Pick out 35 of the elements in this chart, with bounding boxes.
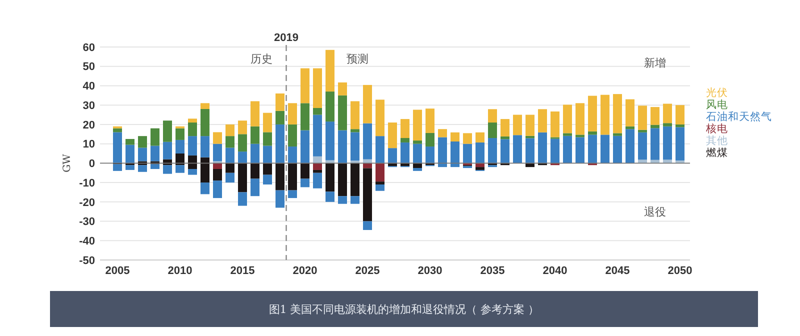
text: 风电 xyxy=(706,98,728,111)
y-tick-label: -10 xyxy=(79,177,95,190)
x-tick-label: 2005 xyxy=(105,265,130,277)
x-tick-label: 2050 xyxy=(668,265,692,277)
y-tick-label: -30 xyxy=(79,216,95,228)
x-tick-label: 2040 xyxy=(542,265,568,277)
x-tick-label: 2020 xyxy=(292,265,318,277)
annotation: 退役 xyxy=(644,205,666,218)
x-tick-label: 2035 xyxy=(480,265,505,277)
y-tick-label: -50 xyxy=(79,254,95,267)
annotation: 预测 xyxy=(346,52,368,66)
x-tick-label: 2010 xyxy=(168,265,192,277)
y-tick-label: 20 xyxy=(82,119,95,132)
y-axis-title: GW xyxy=(62,153,73,172)
y-tick-label: 40 xyxy=(82,80,95,93)
y-tick-label: 10 xyxy=(82,138,95,151)
ref-line-label: 2019 xyxy=(274,32,298,44)
text: 图1 美国不同电源装机的增加和退役情况（ 参考方案 ） xyxy=(268,303,540,316)
text: 其他 xyxy=(706,134,728,147)
y-tick-label: -20 xyxy=(79,196,95,209)
text: 光伏 xyxy=(706,86,728,99)
text: 石油和天然气 xyxy=(706,110,772,123)
x-tick-label: 2015 xyxy=(230,265,255,277)
annotation: 历史 xyxy=(250,52,272,66)
x-tick-label: 2025 xyxy=(355,265,380,277)
text: 燃煤 xyxy=(706,147,728,159)
y-tick-label: 50 xyxy=(82,61,95,74)
x-tick-label: 2045 xyxy=(605,265,630,277)
text: 核电 xyxy=(705,122,728,135)
y-tick-label: 60 xyxy=(82,42,95,54)
annotation: 新增 xyxy=(644,56,666,70)
x-tick-label: 2030 xyxy=(418,265,442,277)
y-tick-label: 30 xyxy=(82,100,95,112)
y-tick-label: 0 xyxy=(88,158,95,170)
y-tick-label: -40 xyxy=(79,235,95,248)
